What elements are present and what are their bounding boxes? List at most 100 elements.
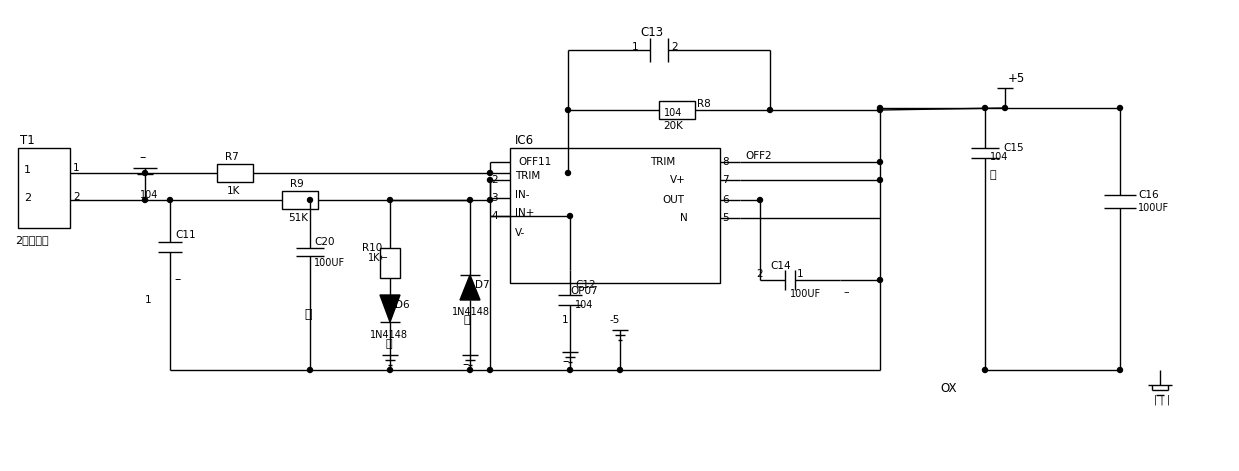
Bar bbox=[510, 148, 720, 283]
Text: 104: 104 bbox=[575, 300, 593, 310]
Circle shape bbox=[487, 178, 492, 182]
Text: 6: 6 bbox=[722, 195, 729, 205]
Text: IN+: IN+ bbox=[515, 208, 534, 218]
Text: 2: 2 bbox=[492, 175, 498, 185]
Text: OUT: OUT bbox=[662, 195, 684, 205]
Text: 51K: 51K bbox=[287, 213, 309, 223]
Text: 1: 1 bbox=[563, 315, 569, 325]
Text: 1: 1 bbox=[73, 163, 79, 173]
Text: 104: 104 bbox=[140, 190, 159, 200]
Bar bbox=[282, 191, 318, 209]
Text: ～: ～ bbox=[385, 339, 392, 349]
Circle shape bbox=[757, 197, 762, 203]
Text: OFF2: OFF2 bbox=[745, 151, 772, 161]
Text: 1N4148: 1N4148 bbox=[452, 307, 489, 317]
Circle shape bbox=[877, 178, 882, 182]
Text: –: – bbox=[843, 287, 849, 297]
Circle shape bbox=[877, 106, 882, 111]
Text: IC6: IC6 bbox=[515, 133, 534, 146]
Text: ～: ～ bbox=[463, 315, 471, 325]
Text: N: N bbox=[680, 213, 688, 223]
Text: 3: 3 bbox=[492, 193, 498, 203]
Circle shape bbox=[1118, 106, 1123, 111]
Polygon shape bbox=[380, 295, 400, 322]
Text: 20K: 20K bbox=[663, 121, 683, 131]
Circle shape bbox=[877, 160, 882, 164]
Text: 2: 2 bbox=[672, 42, 678, 52]
Bar bbox=[659, 101, 695, 119]
Text: | | |: | | | bbox=[1154, 395, 1170, 405]
Text: 2: 2 bbox=[73, 192, 79, 202]
Text: –: – bbox=[563, 356, 569, 368]
Bar bbox=[380, 248, 400, 278]
Text: 1: 1 bbox=[797, 269, 804, 279]
Text: R9: R9 bbox=[290, 179, 304, 189]
Circle shape bbox=[767, 107, 772, 113]
Circle shape bbox=[142, 197, 147, 203]
Text: 1K←: 1K← bbox=[368, 253, 389, 263]
Text: +5: +5 bbox=[1009, 72, 1025, 84]
Text: C20: C20 bbox=[313, 237, 335, 247]
Text: ～: ～ bbox=[304, 309, 311, 322]
Text: 2: 2 bbox=[756, 269, 763, 279]
Text: 100UF: 100UF bbox=[790, 289, 821, 299]
Text: C11: C11 bbox=[175, 230, 196, 240]
Circle shape bbox=[167, 197, 172, 203]
Circle shape bbox=[877, 277, 882, 283]
Bar bbox=[19, 148, 69, 228]
Text: C15: C15 bbox=[1004, 143, 1023, 153]
Circle shape bbox=[487, 367, 492, 373]
Text: 2: 2 bbox=[24, 193, 31, 203]
Text: 104: 104 bbox=[664, 108, 683, 118]
Circle shape bbox=[467, 367, 472, 373]
Circle shape bbox=[307, 367, 312, 373]
Text: OP07: OP07 bbox=[570, 286, 597, 296]
Text: V+: V+ bbox=[670, 175, 685, 185]
Circle shape bbox=[388, 367, 393, 373]
Text: 1K: 1K bbox=[227, 186, 240, 196]
Circle shape bbox=[487, 197, 492, 203]
Text: TRIM: TRIM bbox=[515, 171, 540, 181]
Text: 5: 5 bbox=[722, 213, 729, 223]
Circle shape bbox=[983, 106, 987, 111]
Text: 1N4148: 1N4148 bbox=[370, 330, 408, 340]
Circle shape bbox=[307, 197, 312, 203]
Circle shape bbox=[567, 213, 572, 219]
Text: R8: R8 bbox=[698, 99, 711, 109]
Text: R10: R10 bbox=[362, 243, 383, 253]
Circle shape bbox=[1118, 367, 1123, 373]
Text: T1: T1 bbox=[20, 133, 35, 146]
Polygon shape bbox=[460, 275, 479, 300]
Text: V-: V- bbox=[515, 228, 525, 238]
Circle shape bbox=[565, 107, 570, 113]
Bar bbox=[217, 164, 253, 182]
Circle shape bbox=[388, 197, 393, 203]
Text: 7: 7 bbox=[722, 175, 729, 185]
Text: OFF11: OFF11 bbox=[518, 157, 551, 167]
Text: 1: 1 bbox=[24, 165, 31, 175]
Text: C13: C13 bbox=[641, 25, 663, 39]
Text: TRIM: TRIM bbox=[650, 157, 675, 167]
Circle shape bbox=[565, 171, 570, 176]
Circle shape bbox=[877, 107, 882, 113]
Text: 100UF: 100UF bbox=[1137, 203, 1170, 213]
Text: ～: ～ bbox=[990, 170, 996, 180]
Text: 8: 8 bbox=[722, 157, 729, 167]
Text: 100UF: 100UF bbox=[313, 258, 346, 268]
Text: D7: D7 bbox=[475, 280, 489, 290]
Text: 2脚端子～: 2脚端子～ bbox=[15, 235, 48, 245]
Text: –: – bbox=[139, 152, 145, 164]
Text: D6: D6 bbox=[395, 300, 410, 310]
Text: R7: R7 bbox=[225, 152, 239, 162]
Text: –: – bbox=[173, 274, 180, 286]
Text: C14: C14 bbox=[769, 261, 790, 271]
Text: OX: OX bbox=[940, 382, 957, 395]
Text: 104: 104 bbox=[990, 152, 1009, 162]
Text: C12: C12 bbox=[575, 280, 596, 290]
Text: 1: 1 bbox=[145, 295, 151, 305]
Circle shape bbox=[467, 197, 472, 203]
Circle shape bbox=[983, 367, 987, 373]
Circle shape bbox=[617, 367, 622, 373]
Text: IN-: IN- bbox=[515, 190, 529, 200]
Circle shape bbox=[1002, 106, 1007, 111]
